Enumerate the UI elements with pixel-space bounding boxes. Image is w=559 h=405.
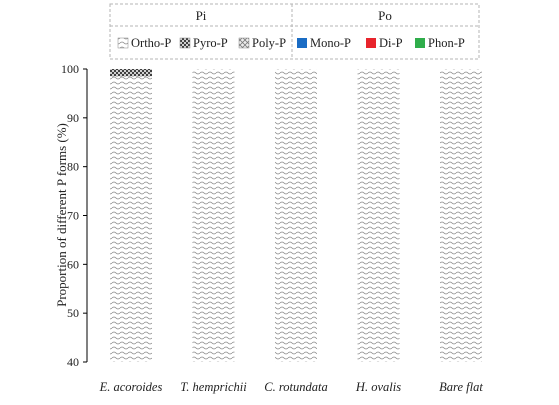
- bar-segment: [110, 76, 152, 362]
- x-tick-label: T. hemprichii: [180, 380, 247, 394]
- y-tick-label: 90: [67, 111, 79, 125]
- y-tick-label: 50: [67, 306, 79, 320]
- bar-segment: [110, 69, 152, 77]
- y-axis: 40 50 60 70 80 90 100 Proportion of different …: [54, 62, 88, 369]
- legend-group-label: Po: [378, 8, 392, 23]
- x-tick-label: Bare flat: [439, 380, 483, 394]
- y-tick-label: 70: [67, 209, 79, 223]
- legend-label: Di-P: [379, 36, 403, 50]
- y-tick-label: 40: [67, 355, 79, 369]
- bar-segment: [440, 69, 482, 362]
- bars: [110, 69, 482, 362]
- x-tick-label: H. ovalis: [355, 380, 401, 394]
- legend-swatch: [238, 37, 250, 49]
- legend-group-label: Pi: [196, 8, 207, 23]
- y-tick-label: 60: [67, 257, 79, 271]
- x-axis-labels: E. acoroides T. hemprichii C. rotundata H. …: [99, 380, 484, 394]
- x-tick-label: C. rotundata: [264, 380, 327, 394]
- legend-label: Ortho-P: [131, 36, 171, 50]
- legend-swatch: [179, 37, 191, 49]
- y-axis-label: Proportion of different P forms (%): [54, 123, 69, 307]
- y-tick-label: 80: [67, 160, 79, 174]
- y-tick-label: 100: [61, 62, 79, 76]
- legend-label: Pyro-P: [193, 36, 228, 50]
- legend-box: [109, 3, 480, 60]
- legend: Pi Po Ortho-P Pyro-P Poly-P Mono-P Di-P Phon-…: [109, 3, 480, 60]
- legend-label: Phon-P: [428, 36, 465, 50]
- legend-swatch: [297, 38, 307, 48]
- legend-swatch: [117, 37, 129, 49]
- legend-label: Mono-P: [310, 36, 351, 50]
- bar-segment: [357, 69, 400, 362]
- bar-segment: [192, 69, 235, 362]
- legend-swatch: [366, 38, 376, 48]
- bar-segment: [275, 69, 317, 362]
- x-tick-label: E. acoroides: [99, 380, 163, 394]
- legend-swatch: [415, 38, 425, 48]
- legend-label: Poly-P: [252, 36, 286, 50]
